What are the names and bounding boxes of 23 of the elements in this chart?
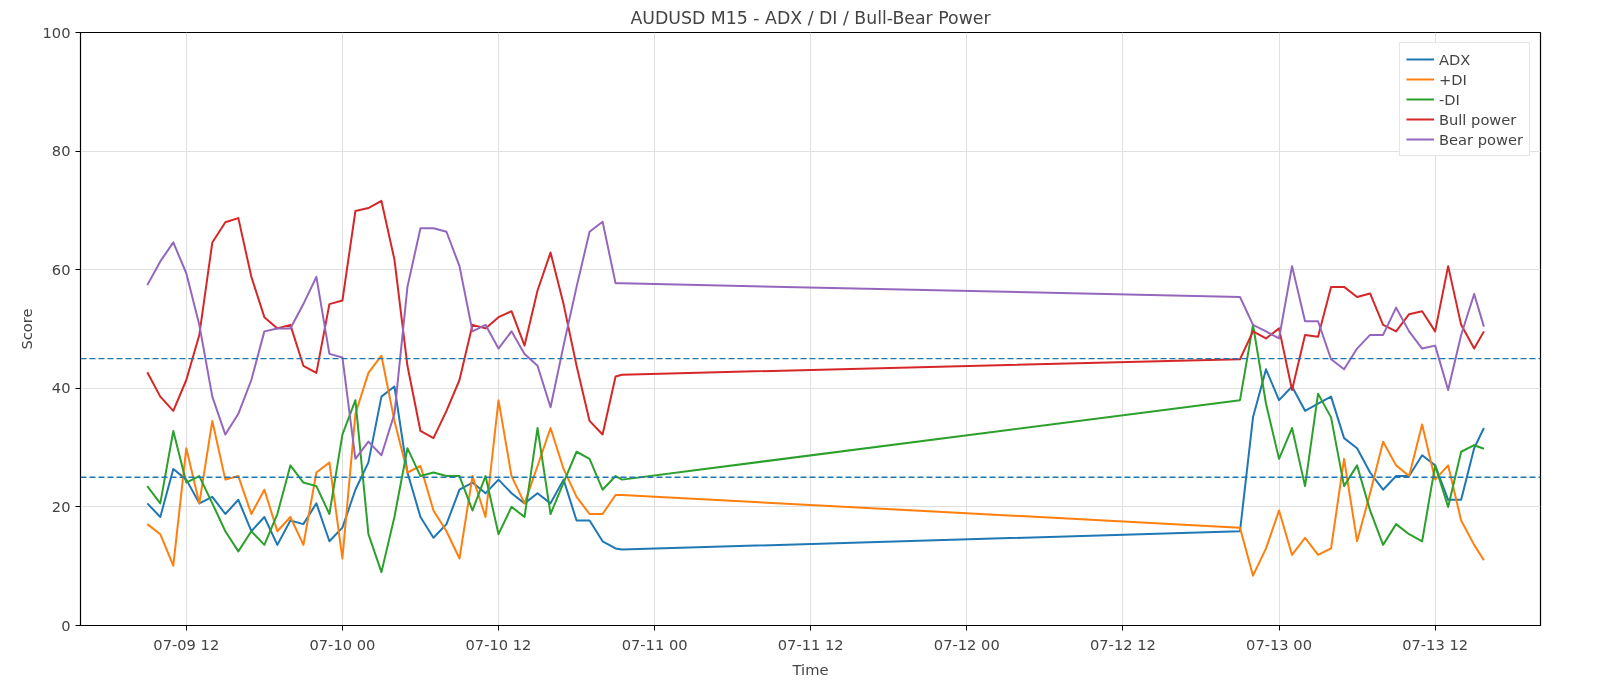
- x-tick-label: 07-11 12: [777, 635, 844, 653]
- legend-label: Bear power: [1438, 130, 1523, 148]
- x-tick-label: 07-12 00: [933, 635, 1000, 653]
- x-tick-label: 07-09 12: [153, 635, 220, 653]
- y-tick-label: 80: [51, 142, 71, 160]
- chart-title: AUDUSD M15 - ADX / DI / Bull-Bear Power: [630, 7, 992, 28]
- y-tick-label: 100: [42, 23, 71, 41]
- legend-label: -DI: [1438, 90, 1460, 108]
- y-axis-title: Score: [17, 308, 35, 350]
- x-tick-label: 07-10 00: [309, 635, 376, 653]
- x-tick-label: 07-13 12: [1402, 635, 1469, 653]
- y-tick-label: 40: [51, 379, 71, 397]
- x-tick-label: 07-10 12: [465, 635, 532, 653]
- y-tick-label: 20: [51, 497, 71, 515]
- legend-label: Bull power: [1438, 110, 1517, 128]
- x-tick-label: 07-11 00: [621, 635, 688, 653]
- x-tick-label: 07-12 12: [1089, 635, 1156, 653]
- y-tick-label: 0: [61, 616, 71, 634]
- legend-label: +DI: [1438, 70, 1467, 88]
- x-axis-title: Time: [791, 660, 829, 678]
- y-tick-label: 60: [51, 260, 71, 278]
- x-tick-label: 07-13 00: [1246, 635, 1312, 653]
- legend-label: ADX: [1438, 50, 1471, 68]
